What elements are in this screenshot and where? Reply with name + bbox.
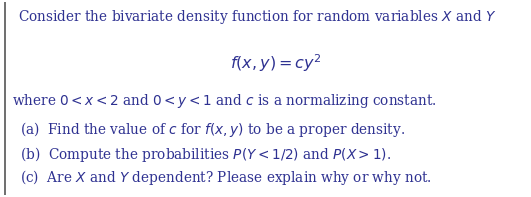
Text: Consider the bivariate density function for random variables $X$ and $Y$: Consider the bivariate density function … xyxy=(18,8,496,26)
Text: (c)  Are $X$ and $Y$ dependent? Please explain why or why not.: (c) Are $X$ and $Y$ dependent? Please ex… xyxy=(20,168,432,187)
Text: $f(x, y) = cy^2$: $f(x, y) = cy^2$ xyxy=(230,52,322,74)
Text: (a)  Find the value of $c$ for $f(x, y)$ to be a proper density.: (a) Find the value of $c$ for $f(x, y)$ … xyxy=(20,120,405,139)
Text: where $0 < x < 2$ and $0 < y < 1$ and $c$ is a normalizing constant.: where $0 < x < 2$ and $0 < y < 1$ and $c… xyxy=(12,92,436,110)
Text: (b)  Compute the probabilities $P(Y < 1/2)$ and $P(X > 1)$.: (b) Compute the probabilities $P(Y < 1/2… xyxy=(20,145,391,164)
